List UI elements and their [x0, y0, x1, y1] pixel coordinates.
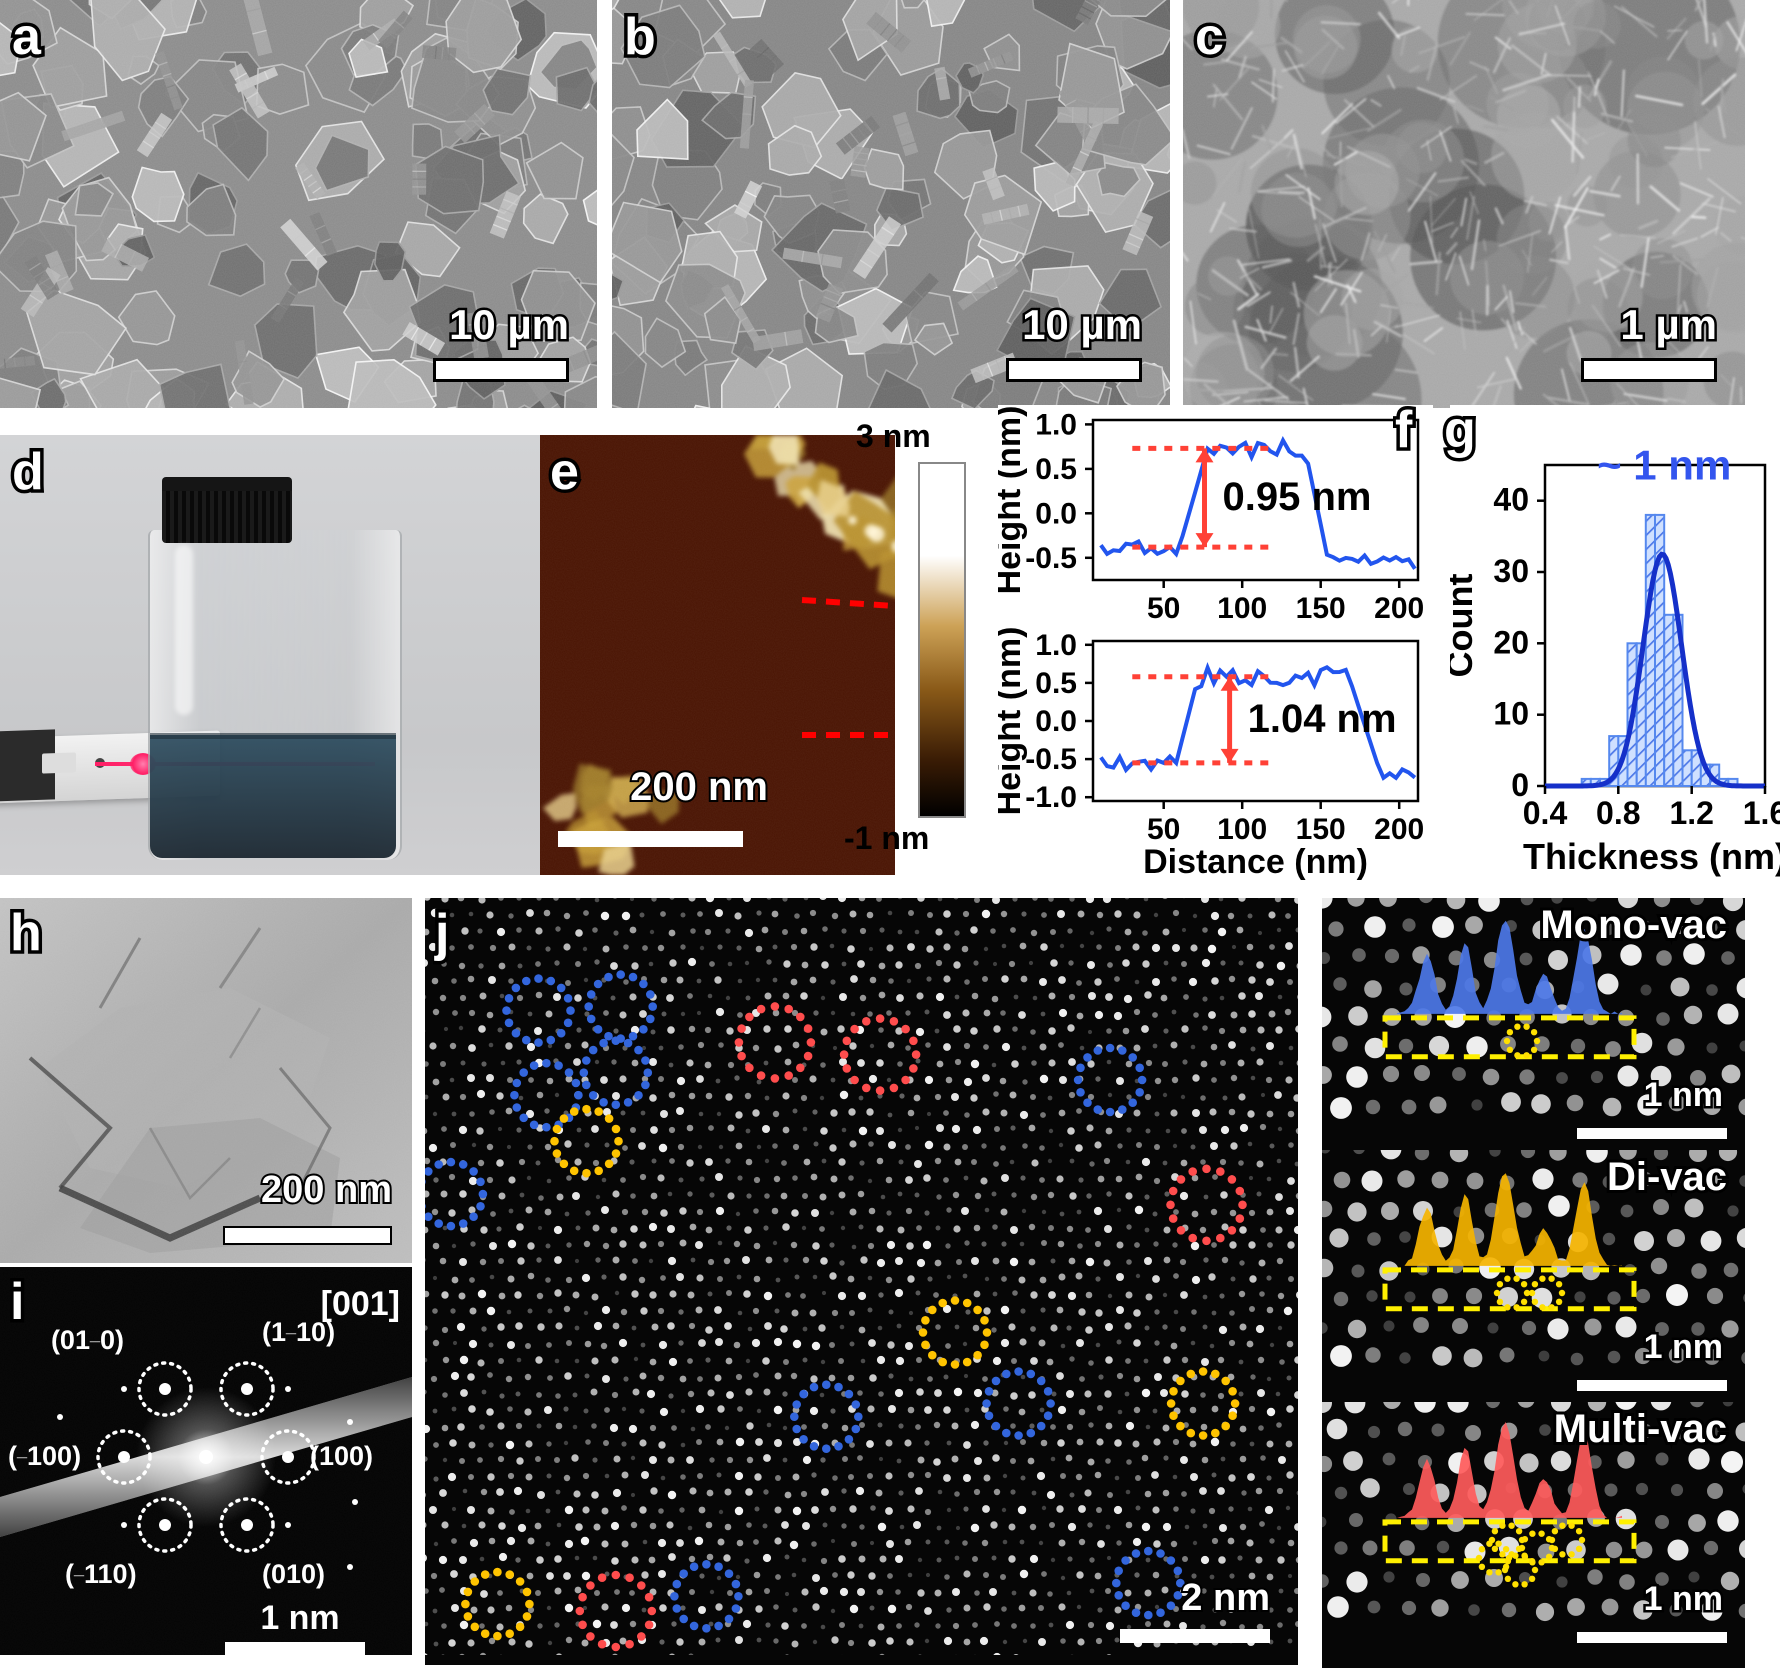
svg-text:-0.5: -0.5	[1025, 542, 1077, 575]
svg-text:0.8: 0.8	[1596, 795, 1640, 831]
svg-text:150: 150	[1296, 592, 1346, 625]
svg-text:Count: Count	[1450, 574, 1480, 678]
svg-text:Multi-vac: Multi-vac	[1554, 1407, 1727, 1451]
svg-text:0.95 nm: 0.95 nm	[1223, 475, 1372, 519]
svg-text:1 nm: 1 nm	[1644, 1580, 1723, 1618]
svg-text:Thickness (nm): Thickness (nm)	[1523, 836, 1780, 877]
svg-text:200 nm: 200 nm	[261, 1169, 392, 1211]
svg-text:-0.5: -0.5	[1025, 743, 1077, 776]
svg-text:200: 200	[1374, 813, 1424, 846]
svg-text:a: a	[12, 8, 42, 66]
svg-text:50: 50	[1147, 813, 1180, 846]
svg-text:e: e	[550, 443, 579, 501]
svg-text:1.2: 1.2	[1669, 795, 1713, 831]
svg-text:(1_10): (1_10)	[262, 1316, 335, 1347]
svg-text:1.0: 1.0	[1035, 408, 1077, 441]
svg-text:1.0: 1.0	[1035, 629, 1077, 662]
svg-text:50: 50	[1147, 592, 1180, 625]
svg-text:100: 100	[1217, 813, 1267, 846]
svg-text:j: j	[434, 904, 449, 962]
svg-text:40: 40	[1493, 482, 1529, 518]
svg-text:Height (nm): Height (nm)	[998, 627, 1028, 816]
svg-text:~ 1 nm: ~ 1 nm	[1597, 441, 1731, 488]
svg-text:0.5: 0.5	[1035, 667, 1077, 700]
svg-text:1 nm: 1 nm	[1644, 1076, 1723, 1114]
svg-text:Di-vac: Di-vac	[1607, 1155, 1727, 1199]
svg-text:20: 20	[1493, 624, 1529, 660]
svg-text:Mono-vac: Mono-vac	[1540, 903, 1727, 947]
svg-text:Height (nm): Height (nm)	[998, 406, 1028, 595]
svg-text:10 µm: 10 µm	[1022, 301, 1142, 348]
svg-text:(100): (100)	[310, 1441, 373, 1471]
svg-text:1 µm: 1 µm	[1620, 301, 1717, 348]
svg-text:10: 10	[1493, 696, 1529, 732]
svg-text:200 nm: 200 nm	[630, 765, 768, 809]
svg-text:1 nm: 1 nm	[1644, 1328, 1723, 1366]
svg-text:1.6: 1.6	[1743, 795, 1780, 831]
svg-text:0.0: 0.0	[1035, 497, 1077, 530]
svg-text:i: i	[10, 1273, 24, 1331]
svg-text:30: 30	[1493, 553, 1529, 589]
svg-text:1.04 nm: 1.04 nm	[1248, 697, 1397, 741]
svg-text:2 nm: 2 nm	[1181, 1577, 1270, 1619]
svg-text:g: g	[1444, 401, 1476, 459]
svg-text:10 µm: 10 µm	[449, 301, 569, 348]
svg-text:0.5: 0.5	[1035, 453, 1077, 486]
svg-text:f: f	[1395, 401, 1413, 459]
svg-text:b: b	[624, 8, 656, 66]
svg-text:Distance (nm): Distance (nm)	[1143, 843, 1368, 881]
svg-text:200: 200	[1374, 592, 1424, 625]
svg-text:150: 150	[1296, 813, 1346, 846]
svg-text:d: d	[12, 443, 44, 501]
svg-text:h: h	[10, 904, 42, 962]
svg-text:100: 100	[1217, 592, 1267, 625]
svg-text:-1.0: -1.0	[1025, 781, 1077, 814]
svg-text:1 nm: 1 nm	[260, 1599, 339, 1637]
svg-text:0.0: 0.0	[1035, 705, 1077, 738]
svg-text:c: c	[1195, 8, 1224, 66]
svg-text:0.4: 0.4	[1523, 795, 1568, 831]
svg-text:(010): (010)	[262, 1559, 325, 1589]
